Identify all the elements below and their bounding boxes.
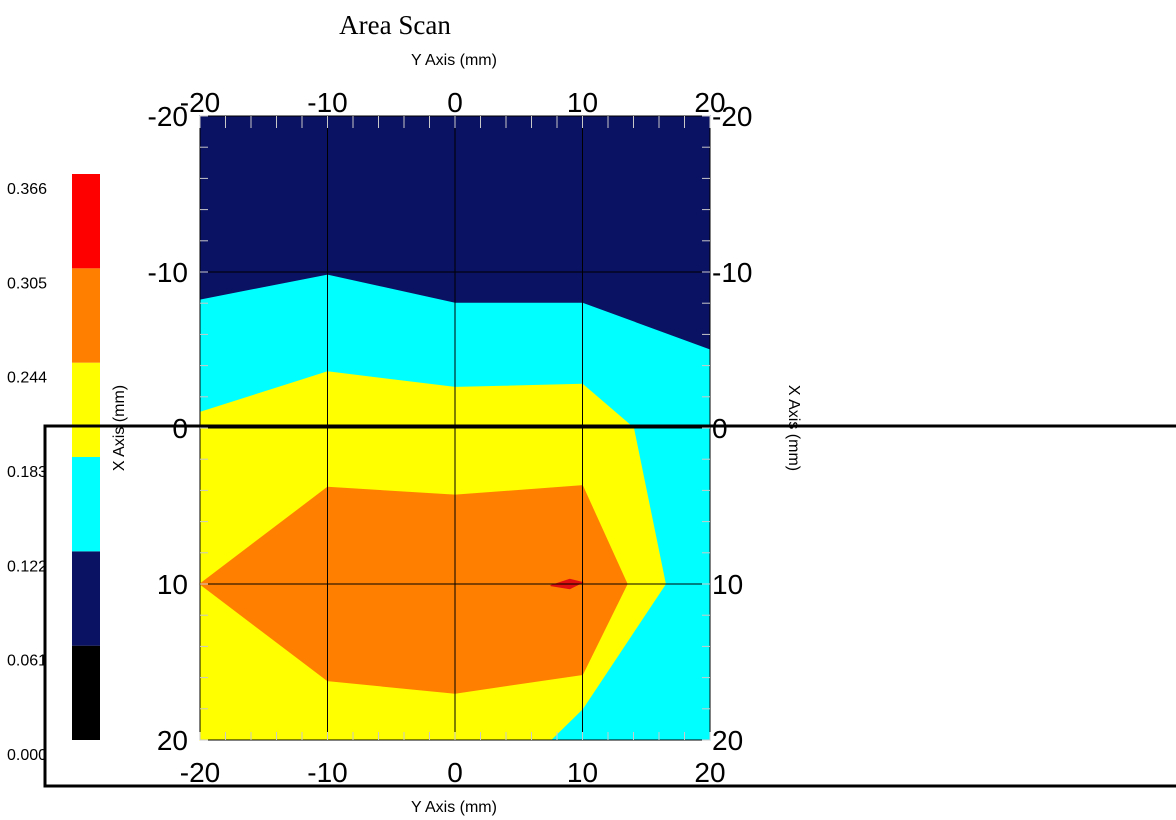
right-tick-label-0: -20 (712, 101, 752, 132)
right-tick-label-2: 0 (712, 413, 728, 444)
top-tick-label-3: 10 (567, 87, 598, 118)
bottom-tick-label-0: -20 (180, 757, 220, 788)
right-tick-label-4: 20 (712, 725, 743, 756)
top-axis-label: Y Axis (mm) (411, 52, 497, 69)
bottom-tick-label-1: -10 (307, 757, 347, 788)
highlight-overlay (43, 424, 1176, 788)
left-tick-label-3: 10 (157, 569, 188, 600)
colorbar-segment-5 (72, 174, 100, 269)
left-tick-label-0: -20 (148, 101, 188, 132)
colorbar-segment-2 (72, 457, 100, 552)
colorbar-tick-label-3: 0.183 (7, 464, 47, 481)
colorbar-tick-label-1: 0.061 (7, 653, 47, 670)
top-tick-label-4: 20 (694, 87, 725, 118)
bottom-axis-label: Y Axis (mm) (411, 799, 497, 816)
colorbar-segment-0 (72, 645, 100, 740)
left-tick-label-4: 20 (157, 725, 188, 756)
right-axis-label: X Axis (mm) (785, 385, 802, 471)
left-tick-label-1: -10 (148, 257, 188, 288)
colorbar-segment-1 (72, 551, 100, 646)
bottom-tick-label-2: 0 (447, 757, 463, 788)
bottom-tick-label-4: 20 (694, 757, 725, 788)
right-tick-label-1: -10 (712, 257, 752, 288)
minor-ticks (199, 115, 711, 741)
left-tick-label-2: 0 (172, 413, 188, 444)
top-tick-label-1: -10 (307, 87, 347, 118)
right-tick-label-3: 10 (712, 569, 743, 600)
colorbar-tick-label-5: 0.305 (7, 275, 47, 292)
colorbar: 0.000 0.061 0.122 0.183 0.244 0.305 0.366 (7, 174, 100, 764)
colorbar-segment-4 (72, 268, 100, 363)
top-tick-label-2: 0 (447, 87, 463, 118)
bottom-tick-label-3: 10 (567, 757, 598, 788)
top-tick-label-0: -20 (180, 87, 220, 118)
highlight-box (43, 424, 1176, 788)
colorbar-segment-3 (72, 362, 100, 457)
left-axis-label: X Axis (mm) (111, 385, 128, 471)
colorbar-tick-label-4: 0.244 (7, 370, 47, 387)
colorbar-tick-label-6: 0.366 (7, 181, 47, 198)
colorbar-tick-label-2: 0.122 (7, 558, 47, 575)
chart-title: Area Scan (339, 10, 451, 40)
colorbar-tick-label-0: 0.000 (7, 747, 47, 764)
